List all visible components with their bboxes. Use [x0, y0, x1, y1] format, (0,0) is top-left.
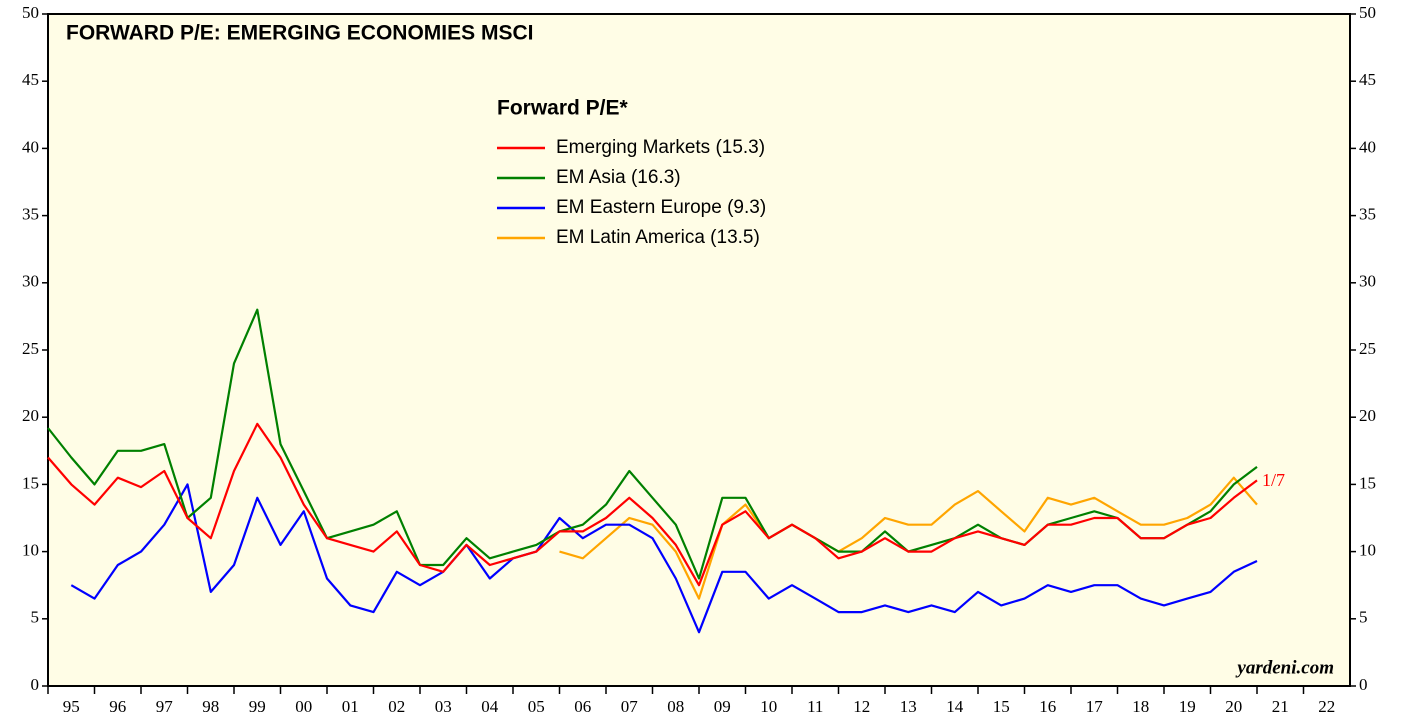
y-tick-label: 5 [31, 608, 40, 627]
x-tick-label: 10 [760, 697, 777, 716]
x-tick-label: 20 [1225, 697, 1242, 716]
x-tick-label: 17 [1086, 697, 1104, 716]
y-tick-label: 40 [22, 137, 39, 156]
x-tick-label: 95 [63, 697, 80, 716]
y2-tick-label: 30 [1359, 272, 1376, 291]
x-tick-label: 12 [853, 697, 870, 716]
x-tick-label: 08 [667, 697, 684, 716]
series-line [47, 308, 1258, 580]
chart-title: FORWARD P/E: EMERGING ECONOMIES MSCI [66, 22, 533, 45]
x-tick-label: 00 [295, 697, 312, 716]
y2-tick-label: 40 [1359, 137, 1376, 156]
x-tick-label: 04 [481, 697, 499, 716]
legend-label: EM Latin America (13.5) [556, 227, 760, 248]
x-tick-label: 98 [202, 697, 219, 716]
series-line [559, 476, 1258, 600]
y-tick-label: 45 [22, 70, 39, 89]
x-tick-label: 16 [1039, 697, 1056, 716]
x-tick-label: 22 [1318, 697, 1335, 716]
x-tick-label: 09 [714, 697, 731, 716]
x-tick-label: 21 [1272, 697, 1289, 716]
x-tick-label: 18 [1132, 697, 1149, 716]
legend-label: EM Asia (16.3) [556, 167, 681, 188]
annotation: 1/7 [1262, 470, 1285, 490]
x-tick-label: 19 [1179, 697, 1196, 716]
y-tick-label: 25 [22, 339, 39, 358]
legend-label: Emerging Markets (15.3) [556, 137, 765, 158]
y-tick-label: 0 [31, 675, 40, 694]
watermark: yardeni.com [1235, 657, 1334, 678]
y-tick-label: 35 [22, 205, 39, 224]
y-tick-label: 50 [22, 3, 39, 22]
x-tick-label: 06 [574, 697, 591, 716]
x-tick-label: 02 [388, 697, 405, 716]
x-tick-label: 05 [528, 697, 545, 716]
legend-label: EM Eastern Europe (9.3) [556, 197, 766, 218]
x-tick-label: 13 [900, 697, 917, 716]
x-tick-label: 14 [946, 697, 964, 716]
x-tick-label: 96 [109, 697, 126, 716]
y2-tick-label: 5 [1359, 608, 1368, 627]
y-tick-label: 30 [22, 272, 39, 291]
x-tick-label: 11 [807, 697, 823, 716]
legend-title: Forward P/E* [497, 97, 629, 120]
y2-tick-label: 25 [1359, 339, 1376, 358]
x-tick-label: 97 [156, 697, 174, 716]
y2-tick-label: 15 [1359, 473, 1376, 492]
y-tick-label: 20 [22, 406, 39, 425]
x-tick-label: 15 [993, 697, 1010, 716]
x-tick-label: 03 [435, 697, 452, 716]
y2-tick-label: 50 [1359, 3, 1376, 22]
x-tick-label: 07 [621, 697, 639, 716]
x-tick-label: 99 [249, 697, 266, 716]
y2-tick-label: 45 [1359, 70, 1376, 89]
x-tick-label: 01 [342, 697, 359, 716]
series-line [70, 483, 1258, 634]
y2-tick-label: 20 [1359, 406, 1376, 425]
y2-tick-label: 10 [1359, 541, 1376, 560]
y2-tick-label: 0 [1359, 675, 1368, 694]
y-tick-label: 15 [22, 473, 39, 492]
series-line [47, 422, 1258, 587]
y2-tick-label: 35 [1359, 205, 1376, 224]
y-tick-label: 10 [22, 541, 39, 560]
